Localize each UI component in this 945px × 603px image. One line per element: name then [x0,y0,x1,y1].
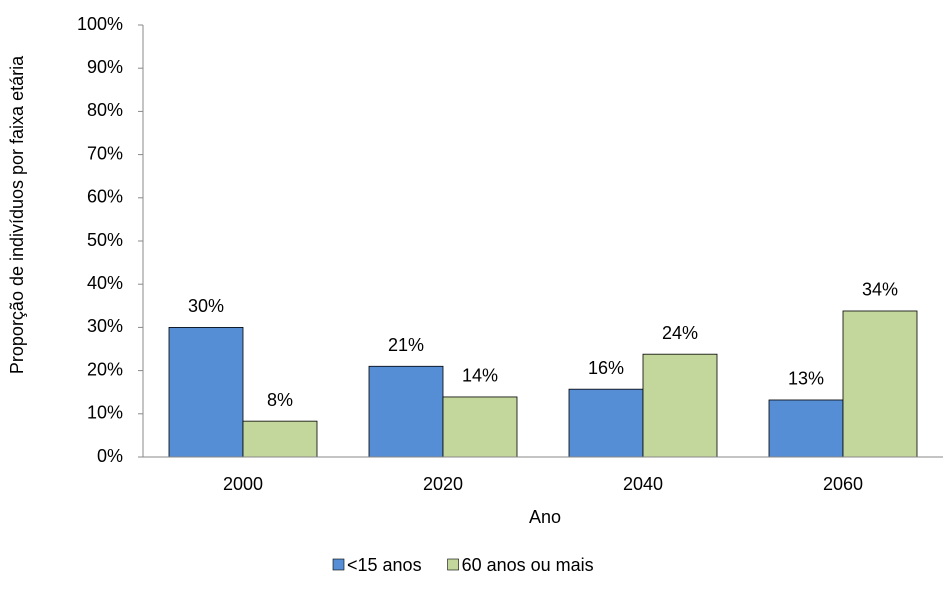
data-label: 13% [788,369,824,389]
data-label: 30% [188,296,224,316]
y-tick-label: 90% [87,57,123,77]
y-tick-label: 0% [97,446,123,466]
data-label: 21% [388,335,424,355]
x-tick-label: 2020 [423,474,463,494]
data-label: 8% [267,390,293,410]
bar [568,388,644,458]
bar [442,396,518,458]
data-label: 14% [462,366,498,386]
y-axis-title: Proporção de indivíduos por faixa etária [7,55,27,374]
x-axis-title: Ano [529,507,561,527]
bar [768,399,844,458]
bar [168,326,244,458]
data-label: 34% [862,280,898,300]
bar [842,310,918,458]
y-tick-label: 30% [87,316,123,336]
legend-label: 60 anos ou mais [462,555,594,575]
y-tick-label: 70% [87,143,123,163]
legend-swatch [447,558,459,571]
x-tick-label: 2040 [623,474,663,494]
y-tick-label: 20% [87,359,123,379]
data-label: 16% [588,358,624,378]
legend-label: <15 anos [347,555,422,575]
bar [242,420,318,458]
data-label: 24% [662,323,698,343]
y-tick-label: 80% [87,100,123,120]
legend-swatch [332,558,345,571]
bar [642,353,718,458]
y-tick-label: 50% [87,230,123,250]
bar [368,365,444,458]
y-tick-label: 60% [87,187,123,207]
y-tick-label: 10% [87,403,123,423]
x-tick-label: 2060 [823,474,863,494]
y-tick-label: 100% [77,14,123,34]
y-tick-label: 40% [87,273,123,293]
x-tick-label: 2000 [223,474,263,494]
